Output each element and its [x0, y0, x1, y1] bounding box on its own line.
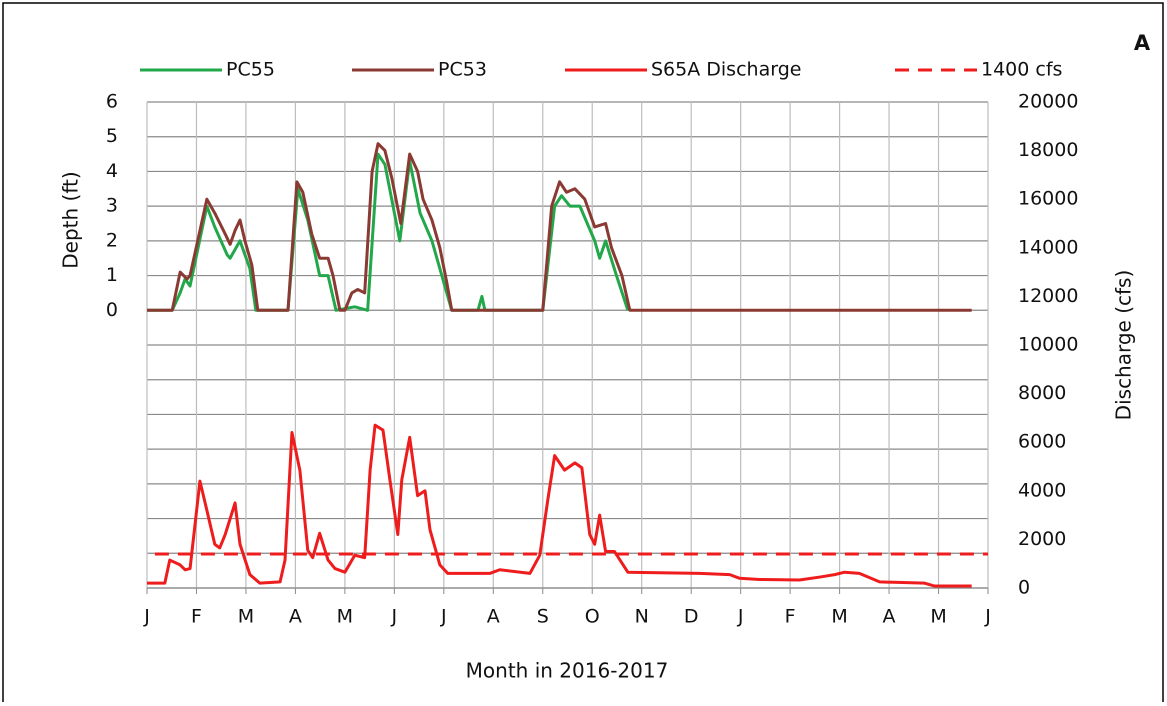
- legend-label: 1400 cfs: [981, 59, 1062, 81]
- x-tick-label: A: [883, 606, 896, 628]
- y2-tick-label: 4000: [1018, 479, 1066, 501]
- x-axis-label: Month in 2016-2017: [466, 659, 669, 683]
- x-tick-label: J: [391, 606, 398, 628]
- y-tick-label: 6: [106, 91, 118, 113]
- y2-tick-label: 10000: [1018, 334, 1078, 356]
- x-tick-label: N: [635, 606, 649, 628]
- y-tick-label: 4: [106, 160, 118, 182]
- x-tick-label: S: [537, 606, 549, 628]
- y-axis-label: Depth (ft): [59, 171, 83, 268]
- y-tick-label: 3: [106, 195, 118, 217]
- legend-label: PC55: [226, 59, 275, 81]
- legend-label: PC53: [438, 59, 487, 81]
- y2-tick-label: 18000: [1018, 139, 1078, 161]
- y2-tick-label: 8000: [1018, 382, 1066, 404]
- series-line: [147, 423, 972, 588]
- x-tick-label: O: [585, 606, 600, 628]
- y2-tick-label: 0: [1018, 577, 1030, 599]
- y2-tick-label: 6000: [1018, 431, 1066, 453]
- x-tick-label: M: [930, 606, 946, 628]
- x-tick-label: M: [238, 606, 254, 628]
- x-tick-label: M: [337, 606, 353, 628]
- y-tick-label: 2: [106, 229, 118, 251]
- y2-tick-label: 14000: [1018, 236, 1078, 258]
- x-tick-label: J: [737, 606, 744, 628]
- x-tick-label: D: [684, 606, 699, 628]
- y2-tick-label: 20000: [1018, 91, 1078, 113]
- x-tick-label: J: [440, 606, 447, 628]
- panel-label: A: [1134, 31, 1151, 55]
- x-tick-label: A: [289, 606, 302, 628]
- x-tick-label: J: [984, 606, 991, 628]
- legend-label: S65A Discharge: [651, 59, 801, 81]
- series-line: [147, 142, 972, 312]
- y2-axis-label: Discharge (cfs): [1112, 270, 1136, 421]
- y-tick-label: 0: [106, 299, 118, 321]
- y-tick-label: 5: [106, 125, 118, 147]
- y2-tick-label: 2000: [1018, 528, 1066, 550]
- x-tick-label: F: [785, 606, 796, 628]
- y-tick-label: 1: [106, 264, 118, 286]
- x-tick-label: F: [191, 606, 202, 628]
- y2-tick-label: 12000: [1018, 285, 1078, 307]
- y2-tick-label: 16000: [1018, 188, 1078, 210]
- x-tick-label: A: [487, 606, 500, 628]
- x-tick-label: M: [831, 606, 847, 628]
- x-tick-label: J: [143, 606, 150, 628]
- series-line: [147, 152, 630, 312]
